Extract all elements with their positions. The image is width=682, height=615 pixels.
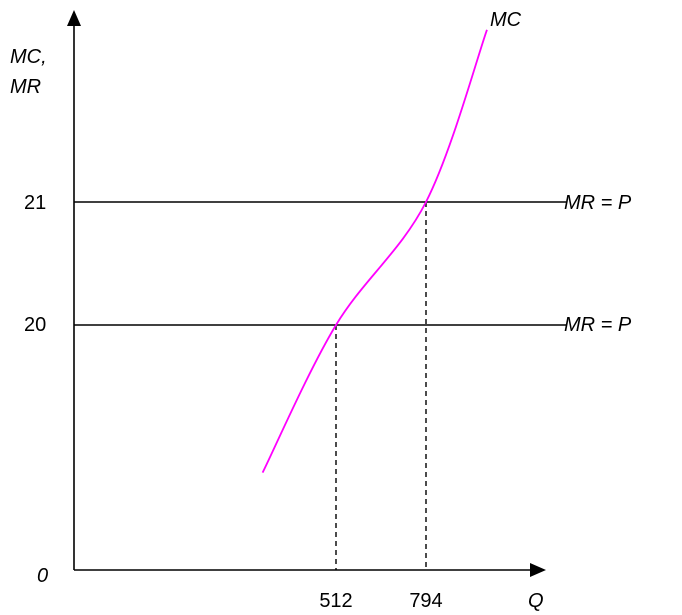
x-axis-label: Q <box>528 590 544 612</box>
x-axis-arrow <box>530 563 546 577</box>
labels: MC, MR Q 0 21 20 512 794 MC MR = P MR = … <box>10 9 632 612</box>
mc-curve <box>261 29 488 474</box>
mr-series-label-upper: MR = P <box>564 192 632 214</box>
mr-lines <box>74 201 566 326</box>
dashed-guides <box>335 202 427 570</box>
y-axis-arrow <box>67 10 81 26</box>
origin-label: 0 <box>37 565 48 587</box>
mc-series-label: MC <box>490 9 522 31</box>
y-tick-label-21: 21 <box>24 192 46 214</box>
y-tick-label-20: 20 <box>24 314 46 336</box>
x-tick-label-512: 512 <box>319 590 352 612</box>
y-axis-label-line1: MC, <box>10 46 47 68</box>
mr-series-label-lower: MR = P <box>564 314 632 336</box>
axes <box>67 10 546 577</box>
x-tick-label-794: 794 <box>409 590 442 612</box>
y-axis-label-line2: MR <box>10 76 41 98</box>
